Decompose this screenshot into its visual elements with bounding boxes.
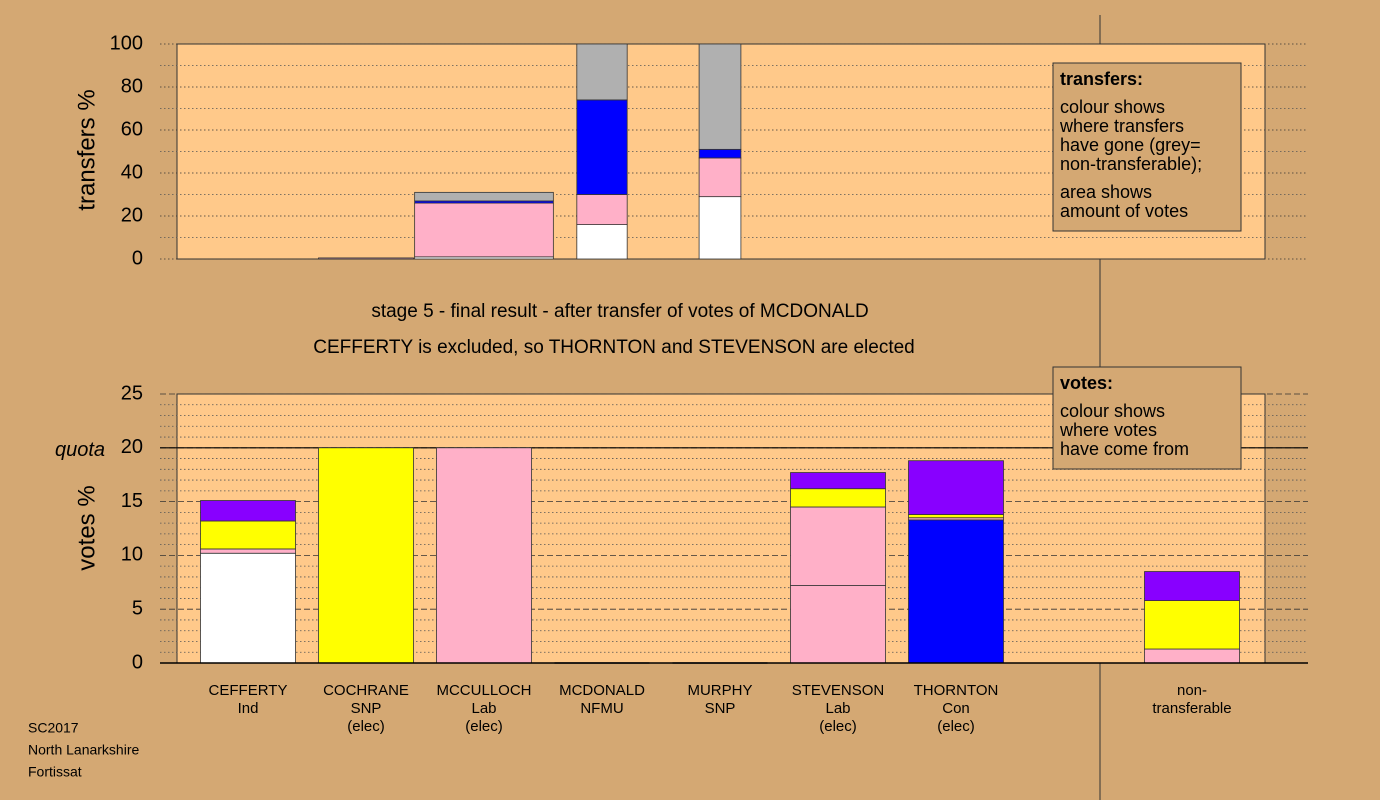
note-text: non-transferable); bbox=[1060, 154, 1202, 174]
bar-segment bbox=[200, 552, 296, 664]
x-tick-label: MCCULLOCH bbox=[436, 682, 531, 699]
y-tick-label: 15 bbox=[121, 490, 143, 512]
bar-segment bbox=[698, 148, 742, 159]
bar-segment bbox=[908, 514, 1004, 519]
bar-segment bbox=[576, 43, 628, 101]
bar-segment bbox=[698, 43, 742, 150]
note-text: colour shows bbox=[1060, 401, 1165, 421]
x-tick-label: Lab bbox=[825, 700, 850, 717]
footer: Fortissat bbox=[28, 764, 82, 780]
bar-segment bbox=[908, 460, 1004, 515]
caption: CEFFERTY is excluded, so THORNTON and ST… bbox=[313, 337, 915, 358]
bar-segment bbox=[1144, 600, 1240, 650]
x-tick-label: THORNTON bbox=[914, 682, 999, 699]
bar-segment bbox=[1144, 571, 1240, 601]
footer: North Lanarkshire bbox=[28, 742, 139, 758]
y-tick-label: 80 bbox=[121, 75, 143, 97]
note-box bbox=[1052, 62, 1242, 232]
x-tick-label: (elec) bbox=[819, 718, 857, 735]
x-tick-label: (elec) bbox=[937, 718, 975, 735]
y-tick-label: 20 bbox=[121, 204, 143, 226]
x-tick-label: Lab bbox=[471, 700, 496, 717]
bar-segment bbox=[318, 257, 414, 260]
bar-segment bbox=[576, 224, 628, 260]
bar-segment bbox=[576, 99, 628, 195]
x-tick-label: COCHRANE bbox=[323, 682, 409, 699]
note-title: votes: bbox=[1060, 373, 1113, 393]
bar-segment bbox=[436, 447, 532, 664]
note-text: where votes bbox=[1059, 420, 1157, 440]
caption: stage 5 - final result - after transfer … bbox=[371, 301, 868, 322]
bar-segment bbox=[790, 488, 886, 508]
bar-segment bbox=[414, 191, 554, 202]
bar-segment bbox=[698, 157, 742, 198]
note-text: amount of votes bbox=[1060, 201, 1188, 221]
y-tick-label: 40 bbox=[121, 161, 143, 183]
x-tick-label: non- bbox=[1177, 682, 1207, 699]
x-tick-label: STEVENSON bbox=[792, 682, 885, 699]
x-tick-label: Con bbox=[942, 700, 970, 717]
y-axis-title: votes % bbox=[73, 485, 100, 570]
bar-segment bbox=[200, 500, 296, 522]
bar-segment bbox=[790, 506, 886, 586]
bar-segment bbox=[908, 519, 1004, 664]
note-text: have come from bbox=[1060, 439, 1189, 459]
bar-segment bbox=[698, 196, 742, 260]
bar-segment bbox=[790, 472, 886, 490]
x-tick-label: SNP bbox=[351, 700, 382, 717]
y-tick-label: 10 bbox=[121, 544, 143, 566]
x-tick-label: CEFFERTY bbox=[209, 682, 288, 699]
y-tick-label: 5 bbox=[132, 597, 143, 619]
bar-segment bbox=[790, 585, 886, 664]
y-tick-label: 0 bbox=[132, 651, 143, 673]
x-tick-label: NFMU bbox=[580, 700, 623, 717]
x-tick-label: (elec) bbox=[465, 718, 503, 735]
note-text: have gone (grey= bbox=[1060, 135, 1201, 155]
bar-segment bbox=[576, 194, 628, 226]
note-box bbox=[1052, 366, 1242, 470]
bar-segment bbox=[414, 202, 554, 258]
y-tick-label: 20 bbox=[121, 436, 143, 458]
bar-segment bbox=[1144, 648, 1240, 664]
x-tick-label: MURPHY bbox=[687, 682, 752, 699]
note-text: colour shows bbox=[1060, 97, 1165, 117]
y-tick-label: 60 bbox=[121, 118, 143, 140]
bar-segment bbox=[200, 548, 296, 554]
bar-segment bbox=[318, 447, 414, 664]
footer: SC2017 bbox=[28, 720, 79, 736]
y-tick-label: 25 bbox=[121, 382, 143, 404]
quota-label: quota bbox=[55, 439, 105, 461]
x-tick-label: (elec) bbox=[347, 718, 385, 735]
bar-segment bbox=[200, 520, 296, 550]
x-tick-label: transferable bbox=[1152, 700, 1231, 717]
note-text: where transfers bbox=[1059, 116, 1184, 136]
y-tick-label: 0 bbox=[132, 247, 143, 269]
note-title: transfers: bbox=[1060, 69, 1143, 89]
y-tick-label: 100 bbox=[110, 32, 143, 54]
y-axis-title: transfers % bbox=[73, 89, 100, 210]
x-tick-label: SNP bbox=[705, 700, 736, 717]
x-tick-label: MCDONALD bbox=[559, 682, 645, 699]
note-text: area shows bbox=[1060, 182, 1152, 202]
x-tick-label: Ind bbox=[238, 700, 259, 717]
